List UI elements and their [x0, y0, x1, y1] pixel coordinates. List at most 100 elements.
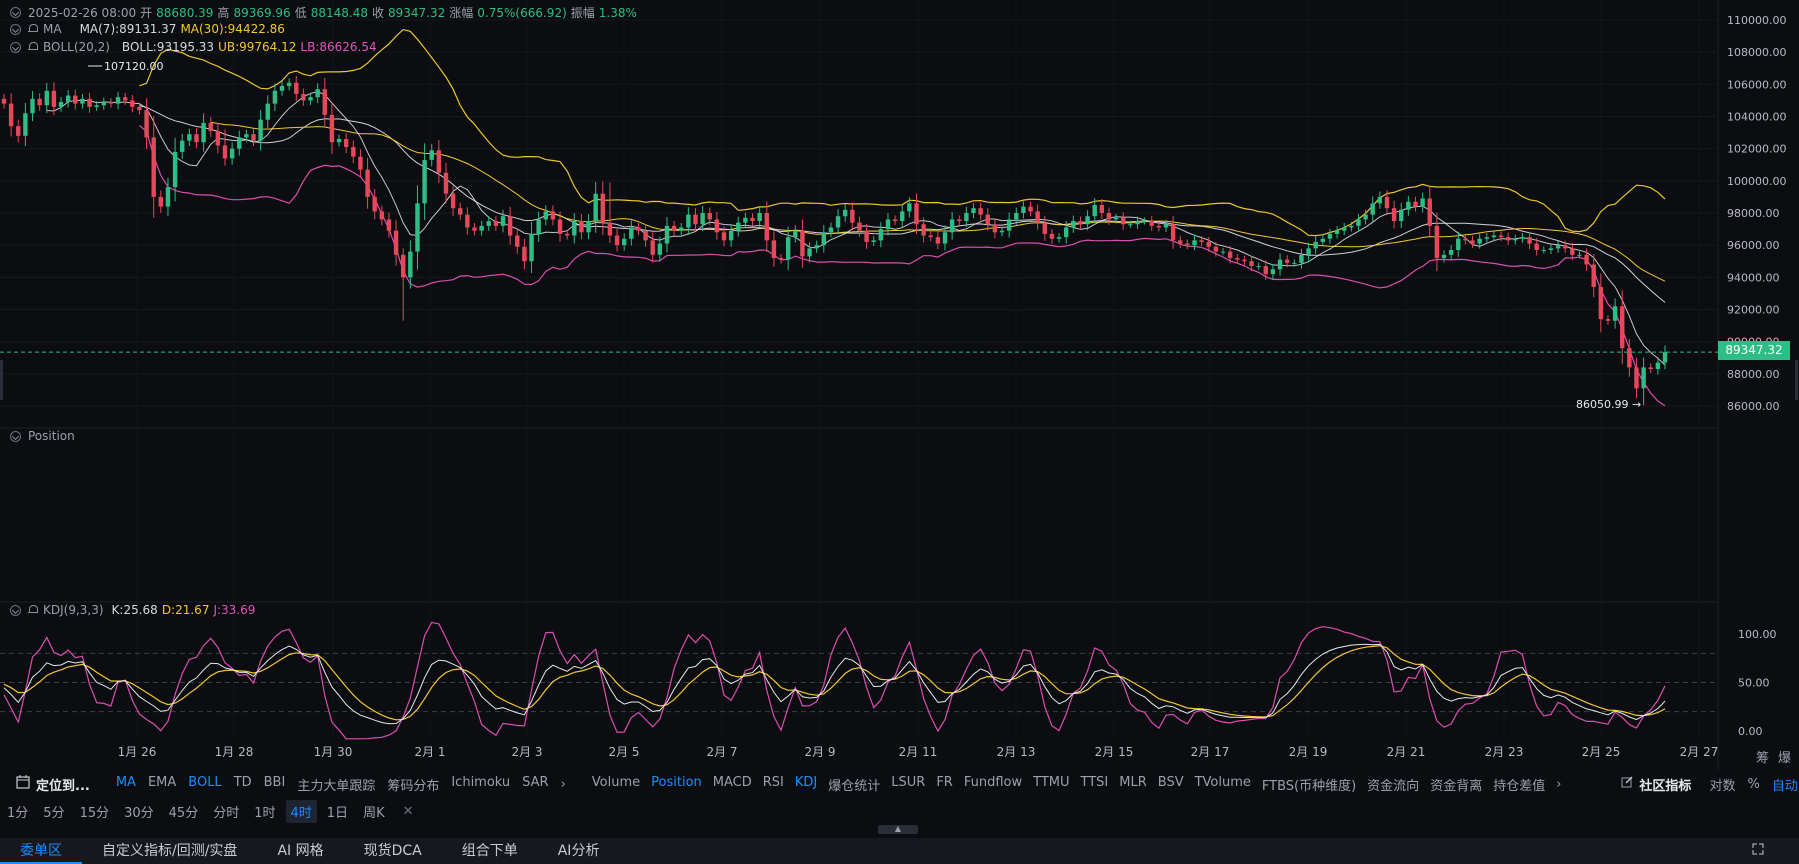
- bottom-tab-0[interactable]: 委单区: [0, 838, 82, 864]
- percent-scale-toggle[interactable]: %: [1747, 776, 1760, 792]
- date-axis-label: 2月 27: [1680, 745, 1719, 759]
- expand-panel-handle[interactable]: ▲: [878, 825, 918, 834]
- sub-indicator-8[interactable]: Fundflow: [963, 774, 1023, 790]
- candle-body: [1456, 238, 1461, 250]
- main-indicator-3[interactable]: TD: [233, 774, 252, 790]
- collapse-icon[interactable]: [10, 41, 21, 53]
- collapse-icon[interactable]: [10, 7, 21, 18]
- chart-area[interactable]: 110000.00 108000.00 106000.00 104000.00 1020…: [0, 0, 1799, 770]
- candle-body: [1370, 203, 1375, 215]
- collapse-icon[interactable]: [10, 604, 21, 616]
- candle-body: [401, 254, 406, 278]
- candle-body: [1584, 254, 1589, 265]
- sub-indicator-3[interactable]: RSI: [762, 774, 784, 790]
- bottom-tab-1[interactable]: 自定义指标/回测/实盘: [102, 843, 238, 859]
- sub-indicator-6[interactable]: LSUR: [891, 774, 926, 790]
- candle-body: [1199, 240, 1204, 242]
- sub-indicator-9[interactable]: TTMU: [1033, 774, 1070, 790]
- indicator-toolbar: 定位到... MA EMA BOLL TD BBI 主力大单跟踪 筹码分布 Ichimoku S…: [0, 770, 1799, 798]
- community-indicator-button[interactable]: 社区指标: [1639, 778, 1692, 794]
- candle-body: [1577, 254, 1582, 256]
- candle-body: [1548, 248, 1554, 250]
- expand-icon[interactable]: [1752, 843, 1764, 855]
- close-icon[interactable]: ✕: [402, 803, 414, 819]
- more-sub-icon[interactable]: ›: [1556, 776, 1562, 792]
- chips-label[interactable]: 筹: [1756, 751, 1770, 766]
- timeframe-3[interactable]: 30分: [124, 805, 154, 821]
- main-indicator-8[interactable]: SAR: [522, 774, 549, 790]
- main-indicator-0[interactable]: MA: [115, 774, 136, 790]
- bell-icon[interactable]: [28, 605, 38, 615]
- calendar-icon[interactable]: [16, 775, 30, 793]
- timeframe-4[interactable]: 45分: [168, 805, 199, 821]
- candle-body: [1662, 352, 1668, 363]
- candle-body: [215, 130, 221, 146]
- sub-indicator-15[interactable]: 资金流向: [1367, 778, 1420, 794]
- candle-body: [714, 219, 720, 233]
- main-indicator-1[interactable]: EMA: [147, 774, 177, 790]
- candle-body: [992, 224, 998, 233]
- locate-to-button[interactable]: 定位到...: [36, 778, 90, 794]
- candle-body: [1185, 243, 1190, 246]
- sub-indicator-10[interactable]: TTSI: [1080, 774, 1109, 790]
- main-indicator-4[interactable]: BBI: [263, 774, 286, 790]
- bottom-tab-3[interactable]: 现货DCA: [363, 843, 422, 859]
- main-indicator-5[interactable]: 主力大单跟踪: [297, 778, 376, 794]
- candle-body: [764, 213, 769, 241]
- sub-indicator-4[interactable]: KDJ: [794, 774, 818, 790]
- sub-indicator-0[interactable]: Volume: [591, 774, 641, 790]
- date-axis-label: 2月 25: [1582, 745, 1621, 759]
- candle-body: [1477, 238, 1482, 244]
- sub-indicator-12[interactable]: BSV: [1157, 774, 1184, 790]
- auto-scale-toggle[interactable]: 自动: [1771, 778, 1798, 794]
- log-scale-toggle[interactable]: 对数: [1709, 778, 1736, 794]
- left-scroll-handle[interactable]: [0, 360, 3, 400]
- collapse-icon[interactable]: [10, 430, 21, 442]
- chart-canvas[interactable]: 110000.00 108000.00 106000.00 104000.00 1020…: [0, 0, 1799, 770]
- candle-body: [51, 90, 57, 107]
- bottom-tab-4[interactable]: 组合下单: [461, 843, 518, 859]
- candle-body: [800, 230, 805, 257]
- more-main-icon[interactable]: ›: [560, 776, 566, 792]
- timeframe-5[interactable]: 分时: [213, 805, 240, 821]
- timeframe-6[interactable]: 1时: [254, 805, 276, 821]
- candle-body: [1128, 224, 1133, 226]
- timeframe-8[interactable]: 1日: [326, 805, 349, 821]
- sub-indicator-5[interactable]: 爆仓统计: [828, 778, 881, 794]
- sub-indicator-7[interactable]: FR: [936, 774, 953, 790]
- sub-indicator-2[interactable]: MACD: [712, 774, 752, 790]
- timeframe-2[interactable]: 15分: [79, 805, 110, 821]
- candle-body: [1620, 306, 1625, 349]
- bottom-tab-2[interactable]: AI 网格: [277, 843, 324, 859]
- candle-body: [778, 258, 784, 260]
- candle-body: [194, 134, 199, 143]
- main-indicator-6[interactable]: 筹码分布: [387, 778, 440, 794]
- sub-indicator-11[interactable]: MLR: [1119, 774, 1147, 790]
- edit-icon[interactable]: [1621, 776, 1633, 792]
- sub-indicator-1[interactable]: Position: [651, 774, 702, 790]
- collapse-icon[interactable]: [10, 23, 21, 35]
- liquidation-label[interactable]: 爆: [1778, 751, 1792, 766]
- main-indicator-7[interactable]: Ichimoku: [451, 774, 511, 790]
- sub-indicator-14[interactable]: FTBS(币种维度): [1261, 778, 1357, 794]
- timeframe-0[interactable]: 1分: [7, 805, 29, 821]
- main-indicator-2[interactable]: BOLL: [188, 774, 222, 790]
- price-axis-label: 106000.00: [1727, 78, 1787, 91]
- sub-indicator-13[interactable]: TVolume: [1194, 774, 1251, 790]
- sub-indicator-16[interactable]: 资金背离: [1430, 778, 1483, 794]
- bell-icon[interactable]: [28, 24, 38, 34]
- timeframe-1[interactable]: 5分: [43, 805, 65, 821]
- sub-indicator-17[interactable]: 持仓差值: [1493, 778, 1546, 794]
- right-scroll-handle[interactable]: [1795, 360, 1798, 400]
- bottom-tab-5[interactable]: AI分析: [557, 843, 600, 859]
- ma-name: MA: [43, 22, 62, 36]
- boll-mid-line: [139, 105, 1666, 303]
- price-axis-label: 96000.00: [1727, 239, 1780, 252]
- timeframe-9[interactable]: 周K: [363, 805, 385, 821]
- candle-body: [1420, 198, 1425, 207]
- timeframe-7[interactable]: 4时: [285, 799, 317, 823]
- bell-icon[interactable]: [28, 42, 38, 52]
- candle-body: [422, 159, 427, 204]
- candle-body: [1242, 259, 1247, 262]
- candle-body: [1235, 258, 1240, 260]
